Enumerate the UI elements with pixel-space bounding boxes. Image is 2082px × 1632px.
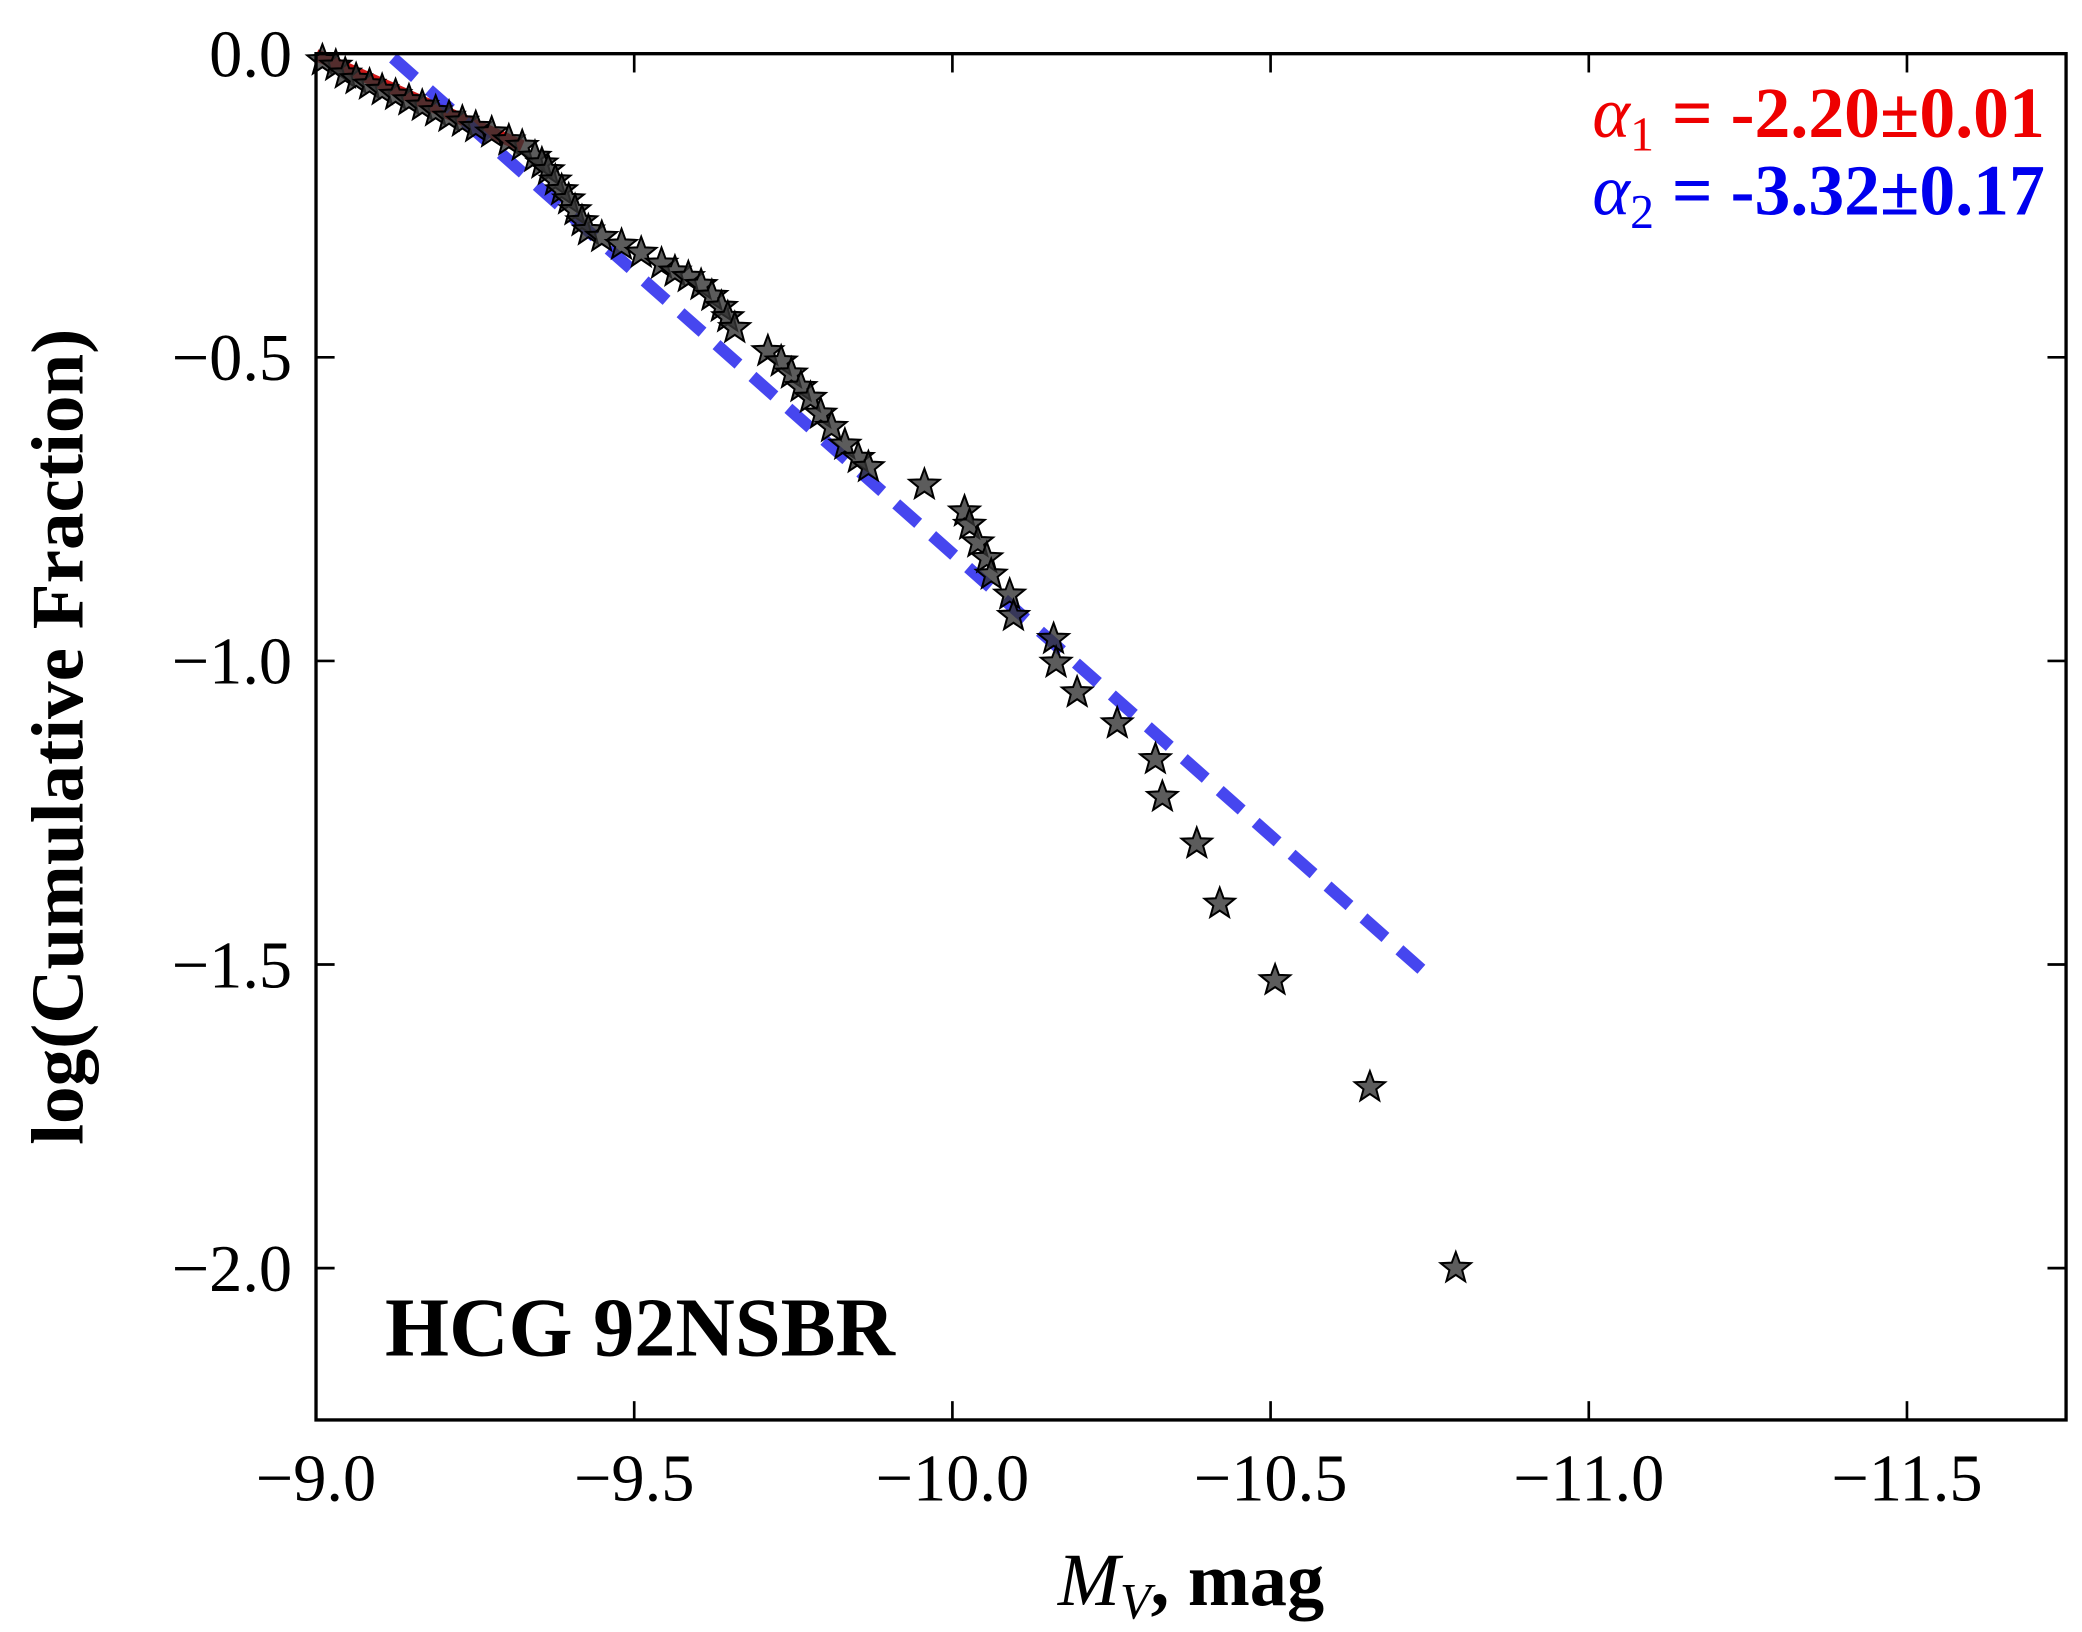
x-label-subscript: V: [1120, 1573, 1156, 1629]
y-tick-label: −0.5: [172, 322, 292, 395]
data-point: [813, 408, 850, 443]
fit-line: [389, 53, 1433, 981]
y-axis-label: log(Cumulative Fraction): [17, 329, 100, 1145]
y-tick-label: 0.0: [209, 18, 292, 91]
y-tick-label: −1.0: [172, 625, 292, 698]
data-point: [991, 575, 1028, 611]
x-tick-label: −11.0: [1513, 1442, 1664, 1515]
data-point: [473, 113, 510, 148]
data-point: [1352, 1068, 1388, 1103]
data-point: [1257, 961, 1293, 996]
alpha-subscript: 1: [1630, 108, 1654, 161]
fit-value: = -2.20±0.01: [1654, 73, 2045, 153]
data-point: [973, 555, 1010, 591]
data-point: [951, 505, 988, 541]
alpha-subscript: 2: [1630, 186, 1654, 239]
alpha-symbol: α: [1592, 150, 1632, 230]
data-point: [1178, 824, 1215, 859]
fit-annotation: α2 = -3.32±0.17: [1592, 150, 2044, 239]
data-point: [1059, 673, 1095, 708]
data-point: [959, 523, 996, 558]
data-point: [1137, 740, 1174, 775]
data-point: [1035, 620, 1072, 655]
x-axis-label: MV, mag: [1057, 1539, 1324, 1630]
panel-label: HCG 92NSBR: [385, 1281, 896, 1373]
fit-annotation: α1 = -2.20±0.01: [1592, 73, 2044, 162]
x-label-symbol: M: [1057, 1539, 1124, 1622]
data-point: [583, 218, 620, 253]
data-point: [623, 233, 660, 269]
x-tick-label: −10.0: [876, 1442, 1030, 1515]
data-point: [457, 108, 494, 143]
data-point: [1201, 884, 1238, 920]
y-tick-label: −2.0: [172, 1233, 292, 1306]
data-point: [1038, 643, 1074, 679]
data-point: [1144, 777, 1181, 813]
data-point: [906, 465, 943, 501]
data-point: [773, 354, 810, 389]
data-point: [1437, 1249, 1474, 1284]
x-tick-label: −9.0: [256, 1442, 376, 1515]
data-point: [946, 492, 983, 527]
data-point: [802, 394, 839, 430]
plot-frame: [314, 52, 2068, 1422]
data-point: [850, 448, 887, 483]
data-point: [995, 597, 1032, 632]
alpha-symbol: α: [1592, 73, 1632, 153]
x-tick-label: −11.5: [1831, 1442, 1982, 1515]
data-point: [716, 309, 753, 344]
x-tick-label: −9.5: [574, 1442, 694, 1515]
data-point: [968, 539, 1005, 574]
data-point: [1099, 704, 1136, 739]
x-tick-label: −10.5: [1194, 1442, 1348, 1515]
data-point: [603, 225, 640, 261]
data-point: [827, 425, 863, 461]
x-label-text: , mag: [1151, 1539, 1324, 1622]
fit-value: = -3.32±0.17: [1654, 150, 2045, 230]
data-point: [792, 378, 829, 414]
y-tick-label: −1.5: [172, 929, 292, 1002]
